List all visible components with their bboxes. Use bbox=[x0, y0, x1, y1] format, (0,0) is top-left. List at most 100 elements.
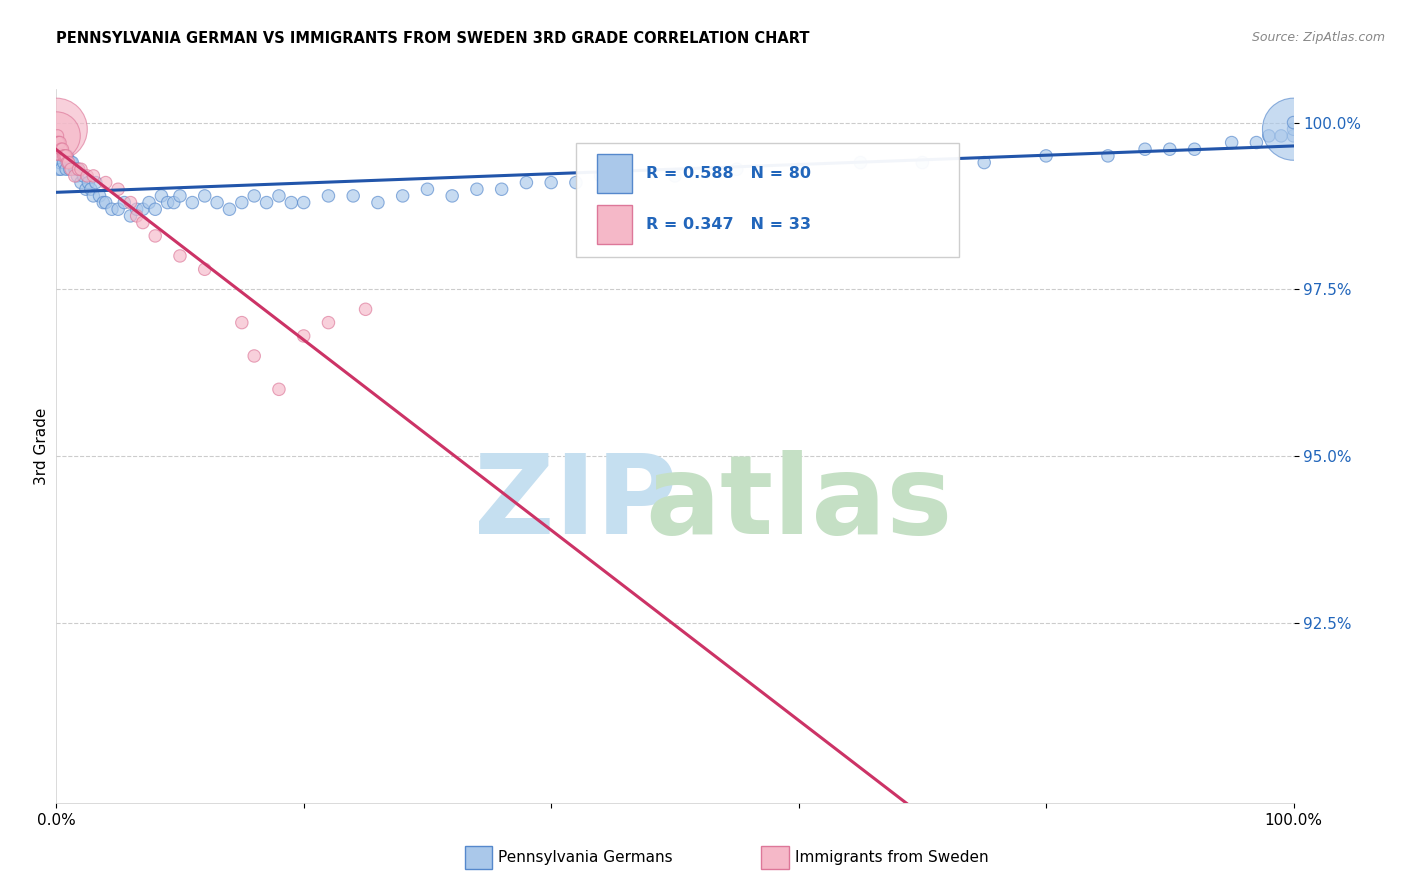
Point bbox=[82, 169, 104, 183]
Point bbox=[51, 162, 73, 177]
Point bbox=[318, 189, 340, 203]
Point bbox=[664, 169, 686, 183]
Point bbox=[51, 149, 73, 163]
Point bbox=[56, 149, 79, 163]
Point bbox=[205, 195, 228, 210]
Point bbox=[45, 128, 67, 143]
Bar bbox=[598, 205, 631, 244]
Point bbox=[45, 122, 67, 136]
Point bbox=[367, 195, 389, 210]
Point bbox=[194, 262, 217, 277]
Point bbox=[292, 195, 315, 210]
Point bbox=[181, 195, 204, 210]
Point bbox=[342, 189, 364, 203]
Point bbox=[55, 149, 77, 163]
Point bbox=[156, 195, 179, 210]
FancyBboxPatch shape bbox=[576, 143, 959, 257]
Point bbox=[65, 162, 87, 177]
Point bbox=[46, 128, 69, 143]
Point bbox=[60, 155, 83, 169]
Point bbox=[143, 202, 166, 217]
Point bbox=[169, 189, 191, 203]
Point bbox=[256, 195, 278, 210]
Point bbox=[150, 189, 173, 203]
Point bbox=[67, 162, 90, 177]
Point bbox=[52, 149, 75, 163]
Point bbox=[515, 176, 537, 190]
Point bbox=[56, 155, 79, 169]
Bar bbox=[762, 847, 789, 869]
Text: R = 0.347   N = 33: R = 0.347 N = 33 bbox=[647, 218, 811, 232]
Point bbox=[107, 182, 129, 196]
Point bbox=[243, 189, 266, 203]
Point bbox=[1220, 136, 1243, 150]
Point bbox=[59, 162, 82, 177]
Point bbox=[63, 169, 86, 183]
Point bbox=[53, 149, 76, 163]
Point bbox=[318, 316, 340, 330]
Point bbox=[51, 142, 73, 156]
Point bbox=[725, 162, 748, 177]
Text: atlas: atlas bbox=[645, 450, 952, 557]
Point bbox=[46, 136, 69, 150]
Point bbox=[354, 302, 377, 317]
Point bbox=[72, 169, 94, 183]
Point bbox=[1159, 142, 1181, 156]
Point bbox=[120, 209, 142, 223]
Point bbox=[51, 142, 73, 156]
Point bbox=[107, 202, 129, 217]
Point bbox=[53, 149, 76, 163]
Bar bbox=[598, 153, 631, 193]
Point bbox=[540, 176, 562, 190]
Point bbox=[138, 195, 160, 210]
Point bbox=[58, 155, 80, 169]
Point bbox=[91, 195, 114, 210]
Point bbox=[1184, 142, 1206, 156]
Point bbox=[267, 382, 290, 396]
Point bbox=[416, 182, 439, 196]
Point bbox=[218, 202, 240, 217]
Point bbox=[125, 202, 148, 217]
Point bbox=[614, 169, 637, 183]
Point bbox=[75, 182, 97, 196]
Point bbox=[63, 162, 86, 177]
Point bbox=[1257, 128, 1279, 143]
Point bbox=[1270, 128, 1292, 143]
Point bbox=[48, 162, 70, 177]
Point bbox=[101, 202, 124, 217]
Point bbox=[280, 195, 302, 210]
Point bbox=[112, 195, 135, 210]
Point bbox=[76, 169, 98, 183]
Point bbox=[70, 176, 93, 190]
Point bbox=[787, 162, 810, 177]
Y-axis label: 3rd Grade: 3rd Grade bbox=[34, 408, 49, 484]
Point bbox=[973, 155, 995, 169]
Point bbox=[292, 329, 315, 343]
Point bbox=[94, 195, 117, 210]
Point bbox=[1035, 149, 1057, 163]
Point bbox=[1246, 136, 1268, 150]
Point bbox=[125, 209, 148, 223]
Point bbox=[94, 176, 117, 190]
Point bbox=[58, 155, 80, 169]
Point bbox=[169, 249, 191, 263]
Point bbox=[194, 189, 217, 203]
Point bbox=[1282, 115, 1305, 129]
Point bbox=[1097, 149, 1119, 163]
Point bbox=[67, 162, 90, 177]
Point bbox=[60, 162, 83, 177]
Point bbox=[491, 182, 513, 196]
Point bbox=[1282, 122, 1305, 136]
Point bbox=[589, 169, 612, 183]
Point bbox=[77, 176, 100, 190]
Bar bbox=[464, 847, 492, 869]
Point bbox=[1282, 122, 1305, 136]
Point bbox=[66, 169, 89, 183]
Point bbox=[120, 195, 142, 210]
Point bbox=[55, 162, 77, 177]
Point bbox=[267, 189, 290, 203]
Point bbox=[849, 155, 872, 169]
Point bbox=[132, 216, 155, 230]
Point bbox=[231, 195, 253, 210]
Text: R = 0.588   N = 80: R = 0.588 N = 80 bbox=[647, 166, 811, 181]
